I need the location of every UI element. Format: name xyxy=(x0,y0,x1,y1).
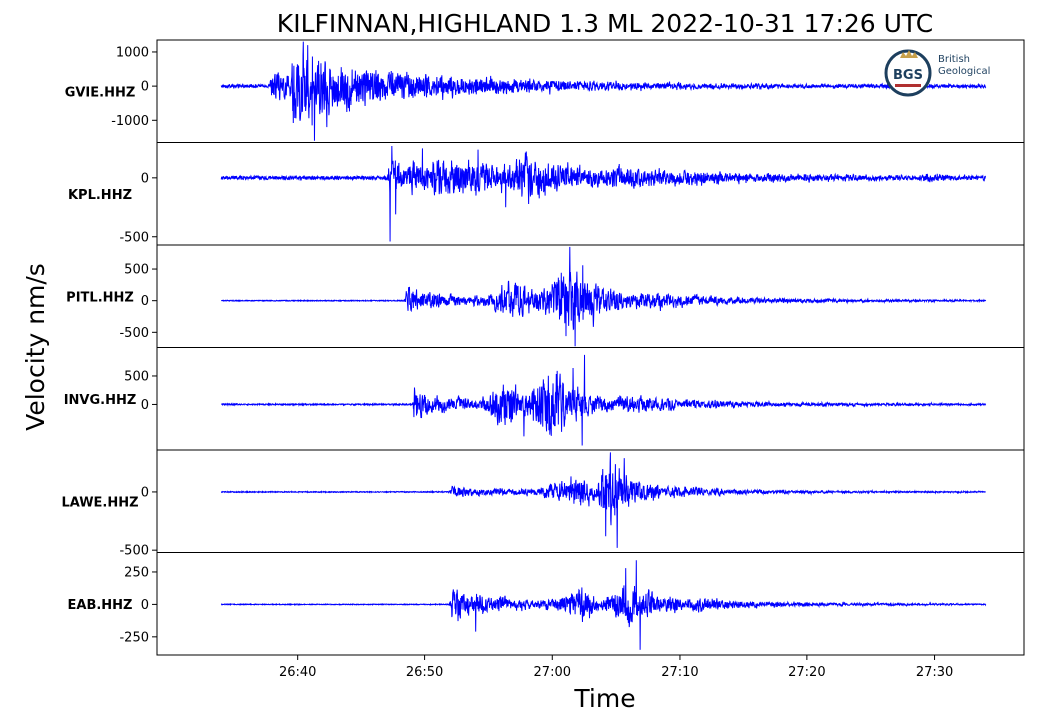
panel-frame xyxy=(156,449,1025,553)
y-tick-label: 0 xyxy=(141,294,149,309)
waveform-trace xyxy=(220,560,987,650)
y-tick-label: -500 xyxy=(119,326,149,341)
y-tick-label: 1000 xyxy=(116,45,149,60)
x-tick-label: 27:30 xyxy=(916,665,953,680)
trace-panel-invg-hhz: INVG.HHZ 500 0 xyxy=(64,347,1025,451)
x-axis: 26:40 26:50 27:00 27:10 27:20 27:30 xyxy=(279,655,953,680)
chart-title: KILFINNAN,HIGHLAND 1.3 ML 2022-10-31 17:… xyxy=(277,9,933,38)
crown-icon xyxy=(900,50,918,58)
x-tick-label: 26:40 xyxy=(279,665,316,680)
y-tick-label: 0 xyxy=(141,398,149,413)
trace-panel-kpl-hhz: KPL.HHZ 0 -500 xyxy=(68,142,1025,246)
y-tick-label: 0 xyxy=(141,80,149,95)
y-tick-label: 0 xyxy=(141,598,149,613)
y-tick-label: 500 xyxy=(124,369,149,384)
station-label: GVIE.HHZ xyxy=(65,85,136,100)
y-tick-label: 0 xyxy=(141,171,149,186)
panel-frame xyxy=(156,552,1025,656)
panel-frame xyxy=(156,142,1025,246)
waveform-trace xyxy=(220,146,986,242)
x-axis-label: Time xyxy=(573,684,635,713)
station-label: LAWE.HHZ xyxy=(61,495,138,510)
y-tick-label: -250 xyxy=(119,630,149,645)
waveform-trace xyxy=(221,354,987,446)
x-tick-label: 27:10 xyxy=(661,665,698,680)
logo-abbreviation: BGS xyxy=(893,68,923,83)
waveform-trace xyxy=(220,246,987,347)
logo-text-line: British xyxy=(938,54,970,65)
y-tick-label: -1000 xyxy=(111,114,149,129)
waveform-trace xyxy=(220,452,986,548)
y-tick-label: -500 xyxy=(119,544,149,559)
station-label: KPL.HHZ xyxy=(68,188,132,203)
trace-panel-eab-hhz: EAB.HHZ 250 0 -250 xyxy=(68,552,1025,656)
y-tick-label: 500 xyxy=(124,263,149,278)
station-label: INVG.HHZ xyxy=(64,393,137,408)
logo-text-line: Geological xyxy=(938,66,990,77)
x-tick-label: 26:50 xyxy=(406,665,443,680)
trace-panel-gvie-hhz: GVIE.HHZ 1000 0 -1000 xyxy=(65,39,1025,143)
waveform-trace xyxy=(220,41,987,141)
trace-panel-pitl-hhz: PITL.HHZ 500 0 -500 xyxy=(66,244,1025,348)
logo-stripe xyxy=(895,84,921,87)
station-label: EAB.HHZ xyxy=(68,598,133,613)
y-axis-label: Velocity nm/s xyxy=(21,263,50,431)
x-tick-label: 27:00 xyxy=(534,665,571,680)
x-tick-label: 27:20 xyxy=(788,665,825,680)
y-tick-label: -500 xyxy=(119,230,149,245)
y-tick-label: 0 xyxy=(141,485,149,500)
y-tick-label: 250 xyxy=(124,565,149,580)
station-label: PITL.HHZ xyxy=(66,290,134,305)
